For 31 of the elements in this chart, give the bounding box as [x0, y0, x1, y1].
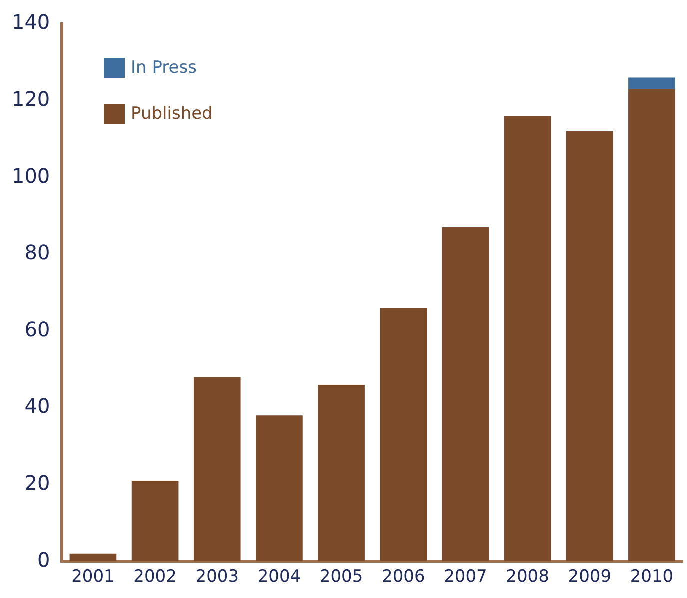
x-tick-label: 2003 [196, 567, 240, 588]
bar [628, 78, 676, 90]
bar [628, 89, 676, 562]
x-tick-label: 2007 [444, 567, 488, 588]
x-tick-label: 2009 [568, 567, 612, 588]
y-tick-label: 0 [37, 548, 50, 572]
bar [566, 132, 614, 562]
bar [70, 554, 117, 562]
x-tick-label: 2004 [258, 567, 302, 588]
bar [132, 480, 179, 562]
y-tick-label: 80 [24, 240, 50, 265]
x-tick-label: 2006 [382, 567, 426, 588]
x-tick-label: 2002 [134, 567, 177, 588]
legend-label: In Press [131, 58, 197, 78]
bar [504, 116, 552, 562]
x-tick-label: 2010 [630, 567, 674, 588]
y-tick-label: 60 [24, 317, 50, 342]
bar [442, 228, 490, 562]
bar [194, 377, 241, 562]
y-tick-label: 120 [12, 87, 50, 112]
bar [380, 308, 428, 562]
bar [256, 416, 303, 562]
x-tick-label: 2008 [506, 567, 550, 588]
y-tick-label: 20 [24, 471, 50, 496]
x-tick-label: 2001 [72, 567, 115, 588]
y-tick-label: 40 [24, 394, 50, 418]
y-tick-label: 100 [12, 164, 50, 188]
x-tick-label: 2005 [320, 567, 364, 588]
bar [318, 384, 365, 562]
legend-label: Published [131, 104, 213, 124]
y-tick-label: 140 [12, 10, 50, 34]
